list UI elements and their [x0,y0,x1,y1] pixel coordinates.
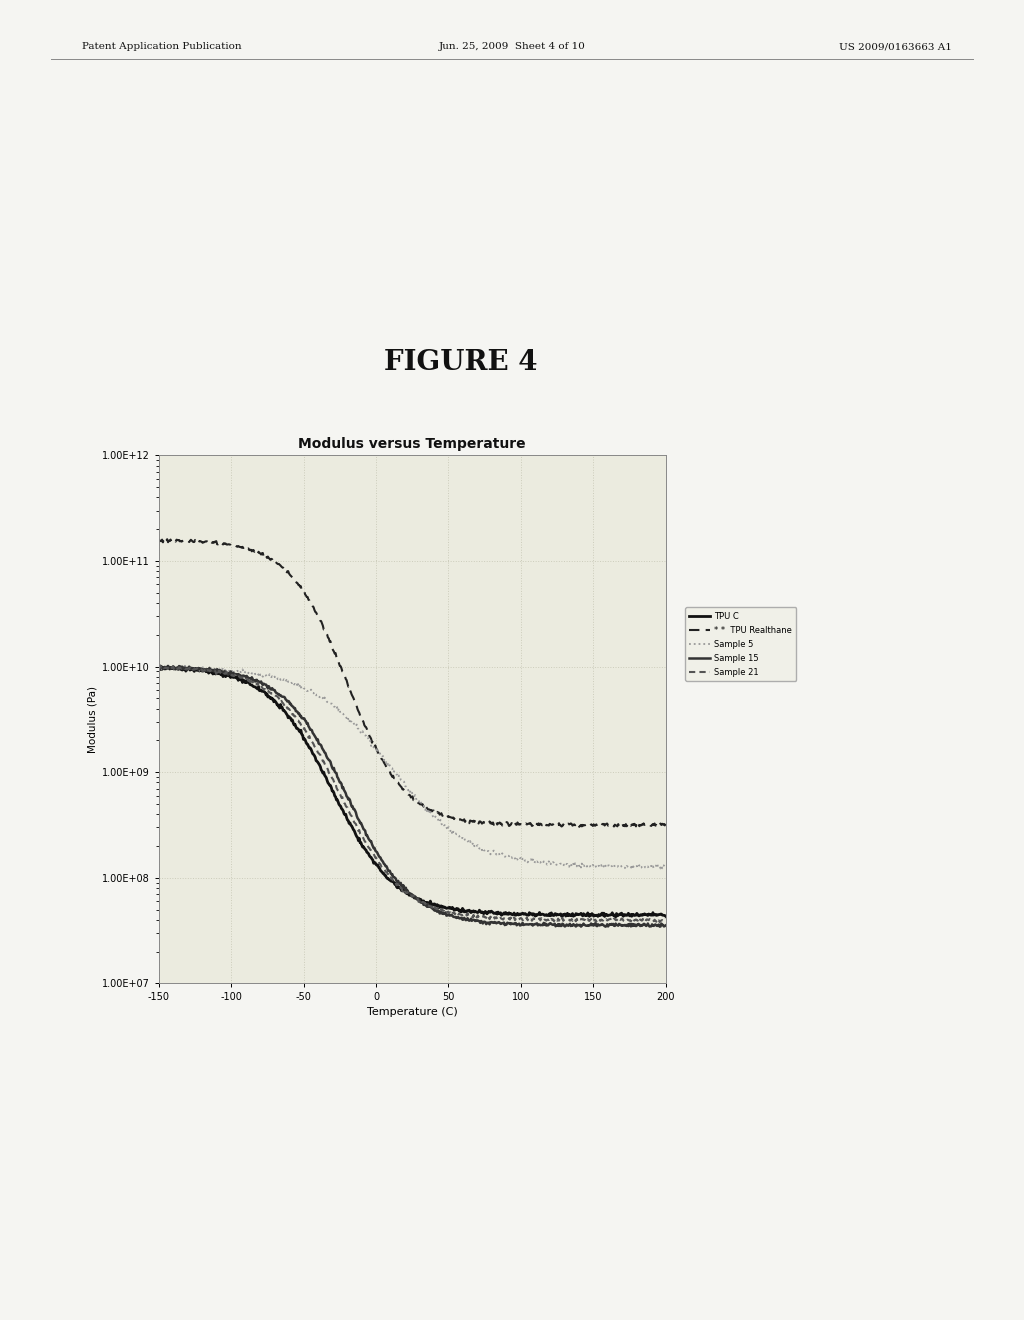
Text: FIGURE 4: FIGURE 4 [384,350,538,376]
Sample 15 [659,917,672,933]
* *  TPU Realthane [651,820,664,836]
Sample 21 [155,657,167,673]
Line: * *  TPU Realthane: * * TPU Realthane [159,539,666,828]
Sample 5 [535,855,547,871]
* *  TPU Realthane [659,816,672,832]
TPU C [383,871,395,887]
TPU C [284,710,296,726]
* *  TPU Realthane [158,531,170,546]
Sample 21 [453,907,465,923]
Sample 5 [382,756,394,772]
Title: Modulus versus Temperature: Modulus versus Temperature [298,437,526,451]
* *  TPU Realthane [536,816,548,832]
* *  TPU Realthane [383,762,395,777]
Sample 5 [492,846,504,862]
Legend: TPU C, * *  TPU Realthane, Sample 5, Sample 15, Sample 21: TPU C, * * TPU Realthane, Sample 5, Samp… [685,607,797,681]
Sample 15 [453,909,465,925]
Sample 15 [243,671,255,686]
Text: Patent Application Publication: Patent Application Publication [82,42,242,51]
* *  TPU Realthane [243,543,255,558]
Sample 15 [173,659,185,675]
Sample 15 [153,659,165,675]
TPU C [453,902,465,917]
Text: US 2009/0163663 A1: US 2009/0163663 A1 [840,42,952,51]
TPU C [492,904,504,920]
Sample 5 [452,826,464,842]
Line: Sample 5: Sample 5 [159,665,666,869]
Sample 21 [153,659,165,675]
Sample 15 [492,915,504,931]
Sample 15 [383,863,395,879]
* *  TPU Realthane [492,816,504,832]
X-axis label: Temperature (C): Temperature (C) [367,1007,458,1016]
Line: Sample 15: Sample 15 [159,667,666,927]
TPU C [153,660,165,676]
Sample 5 [153,657,165,673]
TPU C [609,909,622,925]
Sample 21 [243,671,255,686]
Sample 21 [536,911,548,927]
Text: Jun. 25, 2009  Sheet 4 of 10: Jun. 25, 2009 Sheet 4 of 10 [438,42,586,51]
Sample 5 [627,861,639,876]
Sample 5 [243,665,255,681]
Line: Sample 21: Sample 21 [159,665,666,923]
TPU C [536,907,548,923]
TPU C [659,908,672,924]
* *  TPU Realthane [153,531,165,546]
TPU C [162,659,174,675]
TPU C [243,676,255,692]
Sample 15 [536,917,548,933]
Sample 21 [659,911,672,927]
Sample 21 [492,909,504,925]
* *  TPU Realthane [284,566,296,582]
Sample 15 [653,919,666,935]
* *  TPU Realthane [453,812,465,828]
Sample 5 [659,859,672,875]
Sample 21 [284,702,296,718]
Line: TPU C: TPU C [159,667,666,917]
Sample 21 [383,869,395,884]
Y-axis label: Modulus (Pa): Modulus (Pa) [88,686,97,752]
Sample 15 [284,696,296,711]
Sample 21 [653,915,666,931]
Sample 5 [283,675,295,690]
